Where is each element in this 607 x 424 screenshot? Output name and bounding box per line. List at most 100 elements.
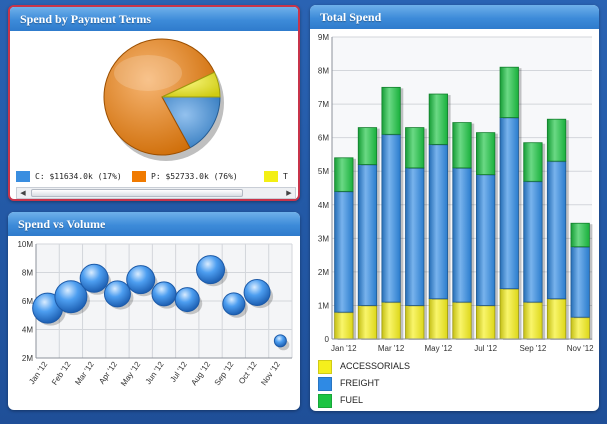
bubble-point[interactable] — [222, 292, 246, 316]
bar-segment-fuel[interactable] — [499, 66, 519, 118]
scrollbar-thumb[interactable] — [31, 189, 243, 197]
bar-segment-fuel[interactable] — [357, 127, 378, 165]
bar-segment-freight[interactable] — [357, 164, 378, 306]
scroll-right-arrow-icon[interactable]: ▶ — [286, 189, 292, 197]
bar-segment-accessorials[interactable] — [570, 316, 590, 340]
spend-vs-volume-panel: Spend vs Volume 2M 4M 6M 8M 10M Jan '12 Feb '1… — [8, 212, 300, 410]
legend-label: ACCESSORIALS — [340, 361, 411, 371]
legend-label: T — [283, 172, 288, 181]
bar-segment-freight[interactable] — [452, 167, 472, 303]
x-tick-label: Nov '12 — [259, 360, 282, 388]
x-tick-label: Sep '12 — [213, 360, 236, 388]
bar-segment-freight[interactable] — [546, 160, 567, 300]
x-tick-label: May '12 — [424, 344, 452, 353]
legend-swatch — [318, 376, 332, 391]
bar-segment-accessorials[interactable] — [428, 298, 448, 340]
x-tick-label: Oct '12 — [237, 360, 259, 386]
total-spend-title: Total Spend — [310, 5, 599, 29]
y-tick-label: 6M — [22, 297, 33, 306]
bar-segment-fuel[interactable] — [381, 86, 401, 135]
bubble-point[interactable] — [103, 280, 131, 308]
y-tick-label: 6M — [318, 134, 329, 143]
pie-legend-item-c[interactable]: C: $11634.0k (17%) — [16, 170, 122, 184]
legend-swatch — [16, 171, 30, 182]
pie-slice-c[interactable] — [161, 96, 221, 149]
bubble-point[interactable] — [54, 280, 88, 314]
bubble-point[interactable] — [79, 263, 109, 293]
spend-vs-volume-title: Spend vs Volume — [8, 212, 300, 236]
spend-vs-volume-bubble-chart[interactable]: 2M 4M 6M 8M 10M Jan '12 Feb '12 Mar '12 Apr '12 M… — [8, 236, 300, 410]
legend-label: FREIGHT — [340, 378, 380, 388]
bar-segment-accessorials[interactable] — [334, 311, 354, 340]
bar-segment-fuel[interactable] — [452, 122, 472, 169]
bar-segment-freight[interactable] — [405, 167, 425, 306]
y-tick-label: 8M — [22, 269, 33, 278]
bar-segment-fuel[interactable] — [476, 132, 496, 175]
pie-legend-item-p[interactable]: P: $52733.0k (76%) — [132, 170, 238, 184]
bar-segment-fuel[interactable] — [523, 142, 543, 182]
bubble-point[interactable] — [151, 281, 177, 307]
bar-segment-freight[interactable] — [381, 133, 401, 303]
x-tick-label: Jul '12 — [168, 360, 189, 384]
pie-slice-t[interactable] — [161, 71, 221, 98]
bar-segment-fuel[interactable] — [405, 127, 425, 169]
legend-swatch — [318, 359, 332, 374]
bar-segment-accessorials[interactable] — [452, 301, 472, 340]
bar-segment-freight[interactable] — [334, 190, 354, 313]
bar-segment-freight[interactable] — [476, 174, 496, 306]
bar-segment-freight[interactable] — [523, 180, 543, 303]
x-tick-label: Nov '12 — [567, 344, 594, 353]
pie-legend-item-t[interactable]: T — [264, 170, 288, 184]
legend-swatch — [318, 393, 332, 408]
x-tick-label: Mar '12 — [73, 360, 96, 387]
bar-segment-fuel[interactable] — [546, 118, 567, 162]
x-tick-label: Aug '12 — [189, 360, 212, 388]
bar-segment-accessorials[interactable] — [523, 301, 543, 340]
x-tick-label: Jun '12 — [144, 360, 166, 387]
y-tick-label: 4M — [318, 201, 329, 210]
payment-terms-panel: Spend by Payment Terms C: $11634.0k (17%… — [8, 5, 300, 201]
legend-swatch — [132, 171, 146, 182]
x-tick-label: Jan '12 — [331, 344, 357, 353]
bar-segment-accessorials[interactable] — [546, 298, 567, 340]
y-tick-label: 5M — [318, 167, 329, 176]
legend-item-fuel[interactable]: FUEL — [318, 393, 410, 410]
y-tick-label: 2M — [318, 268, 329, 277]
x-tick-label: May '12 — [119, 360, 143, 388]
x-tick-label: Mar '12 — [378, 344, 405, 353]
bubble-point[interactable] — [196, 255, 226, 285]
bar-segment-accessorials[interactable] — [499, 288, 519, 340]
bar-segment-freight[interactable] — [570, 246, 590, 318]
y-tick-label: 0 — [325, 335, 330, 344]
bubble-point[interactable] — [273, 334, 287, 348]
total-spend-legend: ACCESSORIALS FREIGHT FUEL — [318, 359, 410, 410]
bar-segment-accessorials[interactable] — [381, 301, 401, 340]
x-tick-label: Jul '12 — [474, 344, 497, 353]
bar-segment-freight[interactable] — [428, 143, 448, 300]
bar-segment-freight[interactable] — [499, 117, 519, 290]
legend-scrollbar[interactable]: ◀ ▶ — [16, 187, 296, 199]
scroll-left-arrow-icon[interactable]: ◀ — [20, 189, 26, 197]
total-spend-bar-chart[interactable]: 0 1M 2M 3M 4M 5M 6M 7M 8M 9M Jan '12 Mar '12 May '12… — [310, 29, 599, 357]
legend-item-freight[interactable]: FREIGHT — [318, 376, 410, 393]
legend-swatch — [264, 171, 278, 182]
bar-segment-fuel[interactable] — [428, 93, 448, 145]
bubble-point[interactable] — [126, 265, 156, 295]
x-tick-label: Jan '12 — [27, 360, 49, 387]
bar-segment-fuel[interactable] — [334, 157, 354, 192]
payment-terms-title: Spend by Payment Terms — [10, 7, 298, 31]
bubble-point[interactable] — [174, 287, 200, 313]
y-tick-label: 7M — [318, 100, 329, 109]
y-tick-label: 4M — [22, 326, 33, 335]
bubble-point[interactable] — [243, 278, 271, 306]
bar-segment-accessorials[interactable] — [405, 305, 425, 340]
y-tick-label: 2M — [22, 354, 33, 363]
bar-segment-accessorials[interactable] — [476, 305, 496, 340]
bar-segment-fuel[interactable] — [570, 222, 590, 248]
legend-label: FUEL — [340, 395, 364, 405]
pie-slice-p[interactable] — [103, 38, 216, 156]
payment-terms-pie-chart[interactable] — [10, 31, 298, 171]
bar-segment-accessorials[interactable] — [357, 305, 378, 340]
legend-item-accessorials[interactable]: ACCESSORIALS — [318, 359, 410, 376]
y-tick-label: 8M — [318, 67, 329, 76]
